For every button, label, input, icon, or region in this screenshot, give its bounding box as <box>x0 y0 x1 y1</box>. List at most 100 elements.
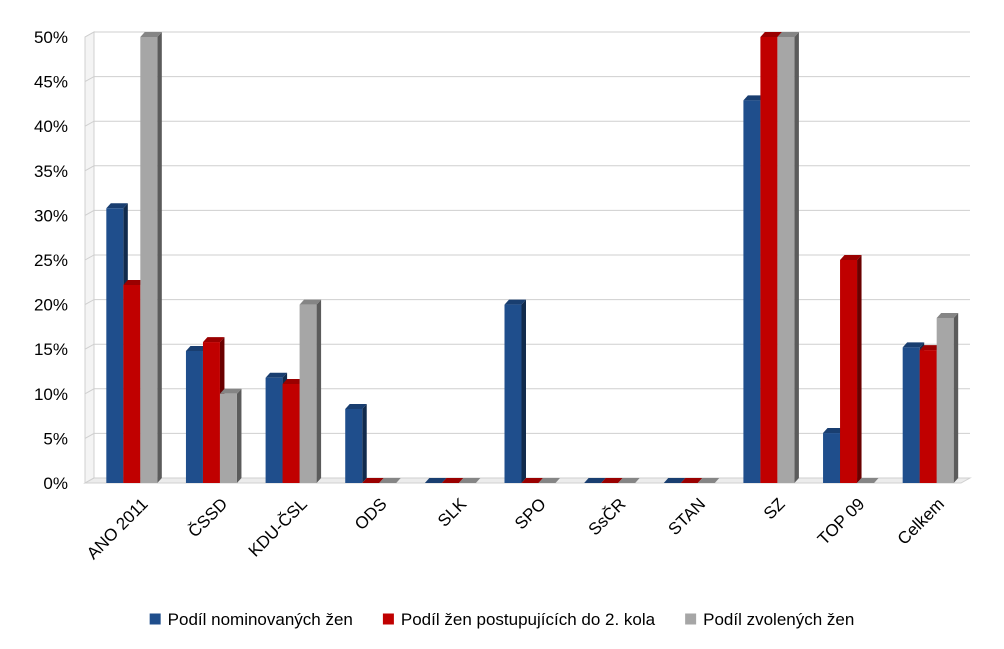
bar-top <box>282 378 305 384</box>
gridline <box>84 31 970 38</box>
bar-top <box>663 478 686 483</box>
bar <box>618 478 640 483</box>
x-tick-label: SZ <box>760 494 789 523</box>
bar-side <box>953 312 959 483</box>
legend-swatch <box>685 613 697 625</box>
y-tick-label: 30% <box>34 206 68 225</box>
bar-top <box>504 299 526 305</box>
x-tick-label: STAN <box>664 494 709 539</box>
bar-top <box>521 478 543 483</box>
bar-front <box>823 433 841 483</box>
bar-front <box>902 347 920 483</box>
y-axis-labels: 0% 5% 10% 15% 20% 25% 30% 35% 40% 45% 50% <box>34 28 68 493</box>
bar-top <box>601 478 623 483</box>
bar <box>777 32 799 483</box>
bar-top <box>140 32 162 37</box>
bar <box>219 388 242 483</box>
bar-front <box>106 208 124 483</box>
bar-top <box>936 312 959 318</box>
bar-front <box>504 304 522 483</box>
bar <box>504 299 526 483</box>
x-tick-label: SsČR <box>585 494 630 539</box>
bar-top <box>345 403 367 409</box>
bar-top <box>219 388 242 394</box>
y-tick-label: 20% <box>34 296 68 315</box>
bar-front <box>919 350 937 483</box>
y-tick-label: 40% <box>34 117 68 136</box>
y-tick-label: 15% <box>34 340 68 359</box>
bar-top <box>743 95 765 101</box>
bar-front <box>777 37 795 483</box>
bar-front <box>345 408 363 483</box>
bar-top <box>299 299 322 305</box>
bar-top <box>185 345 208 351</box>
y-tick-label: 5% <box>43 429 68 448</box>
bar <box>424 478 447 483</box>
bar-top <box>857 478 879 483</box>
bar <box>697 478 720 483</box>
legend-item: Podíl žen postupujících do 2. kola <box>382 610 656 629</box>
bar-top <box>424 478 447 483</box>
bar-top <box>106 203 128 209</box>
bar <box>521 478 543 483</box>
bar-top <box>441 478 464 483</box>
bar-top <box>697 478 720 483</box>
bar-top <box>458 478 481 483</box>
bar-front <box>743 100 761 483</box>
bar-side <box>316 299 322 483</box>
legend: Podíl nominovaných žen Podíl žen postupuj… <box>149 610 854 629</box>
bar-top <box>618 478 640 483</box>
bar-top <box>919 345 942 351</box>
x-axis-labels: ANO 2011 ČSSD KDU-ČSL ODS SLK SPO SsČR STAN SZ TO… <box>83 494 948 563</box>
bars <box>106 32 959 483</box>
bar-side <box>857 255 862 483</box>
y-tick-label: 45% <box>34 73 68 92</box>
legend-label: Podíl zvolených žen <box>703 610 854 629</box>
bar-side <box>794 32 799 483</box>
bar <box>379 478 401 483</box>
gridline <box>84 76 970 83</box>
bar-top <box>584 478 606 483</box>
bar-top <box>777 32 799 37</box>
bar-front <box>299 304 317 483</box>
gridline <box>84 165 970 172</box>
x-tick-label: TOP 09 <box>814 494 868 548</box>
x-tick-label: ČSSD <box>184 494 231 541</box>
legend-label: Podíl nominovaných žen <box>168 610 353 629</box>
y-tick-label: 25% <box>34 251 68 270</box>
bar-top <box>379 478 401 483</box>
bar <box>840 255 862 483</box>
y-tick-label: 0% <box>43 474 68 493</box>
legend-label: Podíl žen postupujících do 2. kola <box>401 610 656 629</box>
bar-top <box>760 32 782 37</box>
bar-top <box>202 337 225 343</box>
bar-top <box>362 478 384 483</box>
bar-top <box>680 478 703 483</box>
x-tick-label: Celkem <box>894 494 948 548</box>
legend-swatch <box>382 613 394 625</box>
bar <box>584 478 606 483</box>
bar-top <box>538 478 560 483</box>
bar-front <box>219 393 237 483</box>
y-tick-label: 35% <box>34 162 68 181</box>
bar <box>601 478 623 483</box>
bar-side <box>521 299 526 483</box>
bar-front <box>123 284 141 483</box>
bar-side <box>362 403 367 483</box>
x-tick-label: SPO <box>511 494 550 533</box>
bar-front <box>936 317 954 483</box>
bar <box>362 478 384 483</box>
bar-side <box>236 388 242 483</box>
bar-front <box>265 377 283 483</box>
bar-front <box>282 383 300 483</box>
bar-top <box>123 279 145 285</box>
bar-side <box>157 32 162 483</box>
legend-item: Podíl nominovaných žen <box>149 610 353 629</box>
x-tick-label: ODS <box>351 494 390 533</box>
bar-front <box>140 37 158 483</box>
bar <box>680 478 703 483</box>
x-tick-label: SLK <box>434 494 471 531</box>
bar-front <box>840 260 858 483</box>
gridlines <box>84 31 970 484</box>
